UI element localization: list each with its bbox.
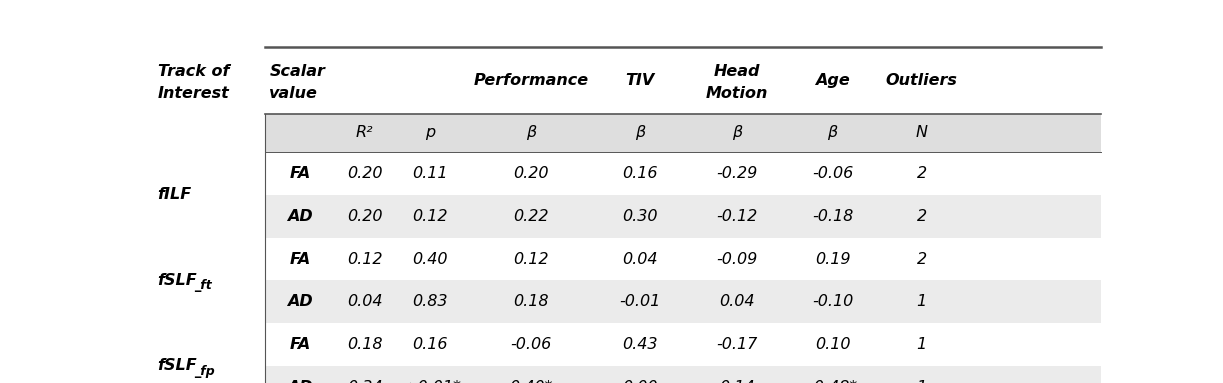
Text: 0.34: 0.34 [347, 380, 383, 383]
Text: 0.12: 0.12 [514, 252, 549, 267]
Text: FA: FA [289, 166, 311, 181]
Text: β: β [635, 126, 646, 141]
Text: 1: 1 [916, 294, 927, 309]
Text: -0.29: -0.29 [717, 166, 757, 181]
Text: 0.40*: 0.40* [509, 380, 553, 383]
Text: -0.10: -0.10 [812, 294, 854, 309]
Text: R²: R² [356, 126, 373, 141]
Text: p: p [426, 126, 435, 141]
FancyBboxPatch shape [264, 195, 1101, 237]
Text: AD: AD [287, 294, 313, 309]
Text: 0.40: 0.40 [412, 252, 448, 267]
Text: AD: AD [287, 209, 313, 224]
Text: β: β [526, 126, 536, 141]
Text: -0.12: -0.12 [717, 209, 757, 224]
Text: Head: Head [713, 64, 759, 79]
Text: 1: 1 [916, 380, 927, 383]
Text: 0.00: 0.00 [623, 380, 658, 383]
Text: FA: FA [289, 252, 311, 267]
Text: 0.12: 0.12 [412, 209, 448, 224]
Text: 0.18: 0.18 [347, 337, 383, 352]
Text: 0.20: 0.20 [514, 166, 549, 181]
Text: 0.14: 0.14 [719, 380, 755, 383]
Text: 0.12: 0.12 [347, 252, 383, 267]
FancyBboxPatch shape [264, 114, 1101, 152]
Text: fSLF: fSLF [158, 358, 197, 373]
Text: 0.18: 0.18 [514, 294, 549, 309]
Text: -0.17: -0.17 [717, 337, 757, 352]
Text: Interest: Interest [158, 87, 230, 101]
Text: 0.16: 0.16 [412, 337, 448, 352]
Text: 0.30: 0.30 [623, 209, 658, 224]
Text: 2: 2 [916, 209, 927, 224]
Text: Motion: Motion [706, 87, 768, 101]
FancyBboxPatch shape [264, 237, 1101, 280]
Text: -0.48*: -0.48* [808, 380, 857, 383]
Text: N: N [916, 126, 927, 141]
Text: 0.20: 0.20 [347, 166, 383, 181]
Text: -0.18: -0.18 [812, 209, 854, 224]
Text: FA: FA [289, 337, 311, 352]
FancyBboxPatch shape [264, 280, 1101, 323]
Text: Age: Age [815, 73, 850, 88]
FancyBboxPatch shape [264, 366, 1101, 383]
Text: 0.83: 0.83 [412, 294, 448, 309]
Text: Scalar: Scalar [269, 64, 325, 79]
FancyBboxPatch shape [264, 152, 1101, 195]
Text: 0.16: 0.16 [623, 166, 658, 181]
FancyBboxPatch shape [264, 323, 1101, 366]
Text: fSLF: fSLF [158, 273, 197, 288]
Text: Outliers: Outliers [885, 73, 958, 88]
Text: 2: 2 [916, 252, 927, 267]
Text: 0.22: 0.22 [514, 209, 549, 224]
FancyBboxPatch shape [153, 47, 1101, 114]
Text: 0.04: 0.04 [347, 294, 383, 309]
Text: value: value [269, 87, 318, 101]
Text: AD: AD [287, 380, 313, 383]
Text: _fp: _fp [193, 365, 214, 378]
Text: 0.19: 0.19 [815, 252, 850, 267]
Text: -0.06: -0.06 [812, 166, 854, 181]
Text: 0.10: 0.10 [815, 337, 850, 352]
Text: -0.09: -0.09 [717, 252, 757, 267]
Text: fILF: fILF [158, 187, 192, 202]
Text: β: β [827, 126, 838, 141]
Text: 0.43: 0.43 [623, 337, 658, 352]
Text: 0.04: 0.04 [719, 294, 755, 309]
Text: 1: 1 [916, 337, 927, 352]
Text: 0.11: 0.11 [412, 166, 448, 181]
Text: β: β [731, 126, 742, 141]
Text: -0.01: -0.01 [619, 294, 660, 309]
Text: 0.20: 0.20 [347, 209, 383, 224]
Text: Performance: Performance [473, 73, 588, 88]
Text: -0.06: -0.06 [510, 337, 552, 352]
Text: _ft: _ft [193, 279, 212, 292]
Text: < 0.01*: < 0.01* [399, 380, 461, 383]
Text: 2: 2 [916, 166, 927, 181]
Text: TIV: TIV [625, 73, 654, 88]
Text: Track of: Track of [158, 64, 229, 79]
Text: 0.04: 0.04 [623, 252, 658, 267]
